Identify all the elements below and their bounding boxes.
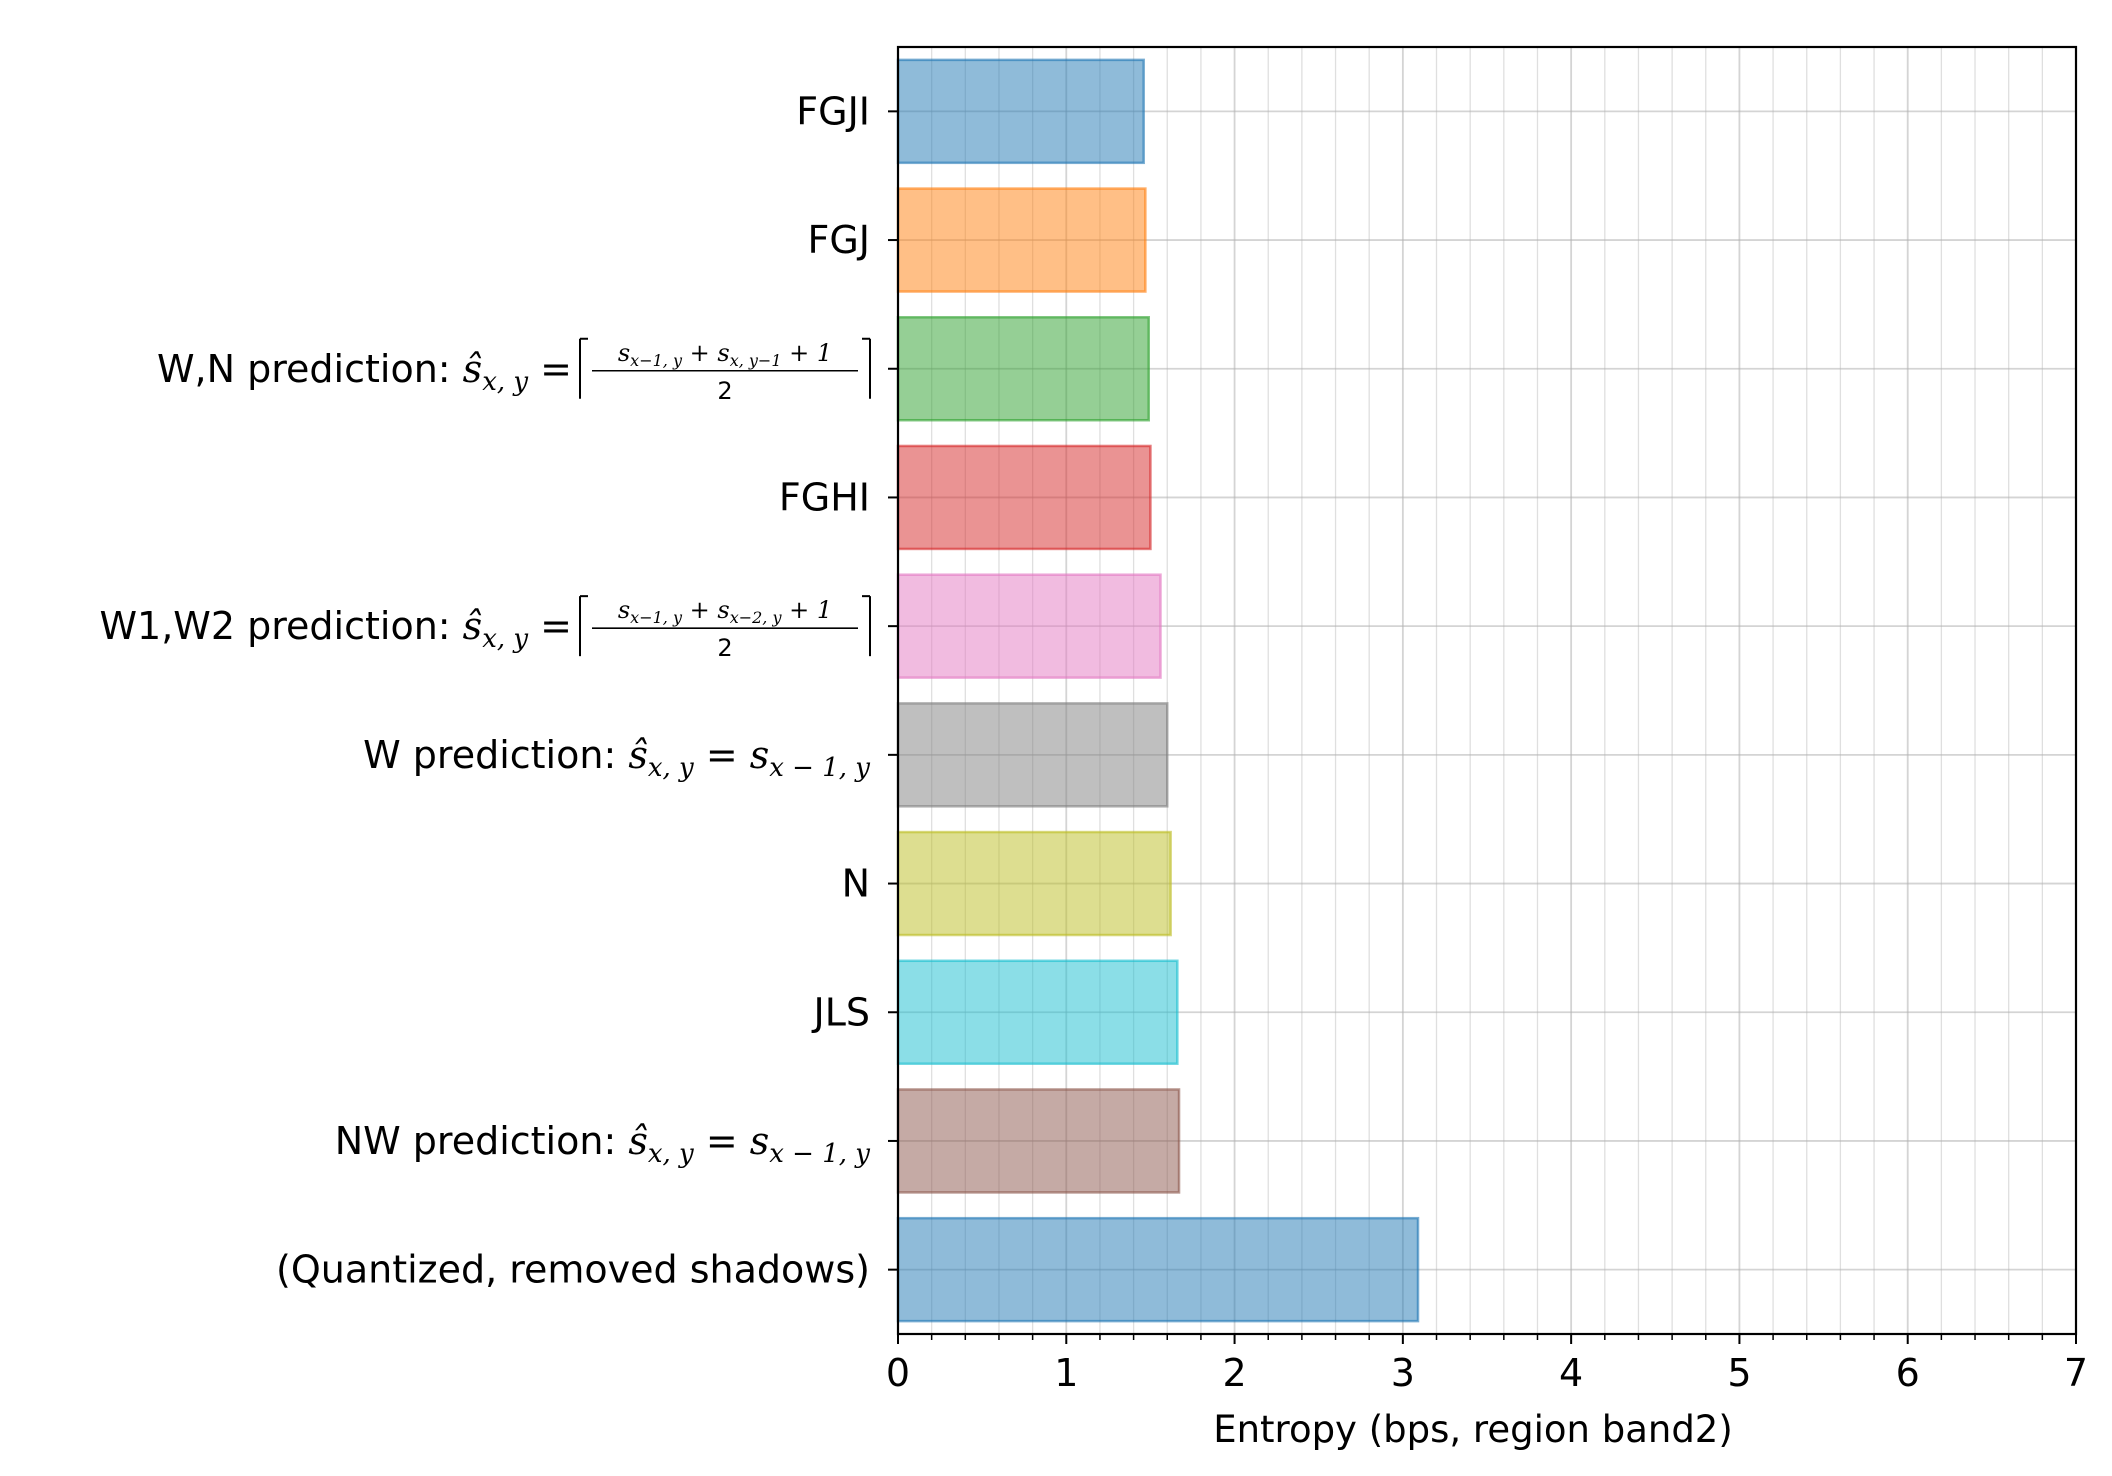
y-tick-label: W prediction: ŝx, y = sx − 1, y: [363, 733, 870, 783]
y-tick-label-math: NW prediction: ŝx, y = sx − 1, y: [335, 1119, 871, 1169]
bar: [896, 959, 1179, 1065]
bar: [896, 316, 1150, 422]
y-tick-label-math: W prediction: ŝx, y = sx − 1, y: [363, 733, 870, 783]
y-tick-label-math: sx−1, y + sx, y−1 + 1 2 W,N prediction: ŝx…: [157, 337, 871, 405]
axes-frame: [896, 45, 2078, 1336]
x-tick-label: 1: [1054, 1351, 1078, 1395]
y-axis: FGJI FGJ sx−1, y + sx, y−1 + 1 2 W,N predict…: [99, 89, 898, 1292]
bar: [896, 830, 1172, 937]
x-tick-label: 0: [886, 1351, 910, 1395]
x-tick-label: 2: [1222, 1351, 1246, 1395]
bar: [896, 58, 1145, 165]
bar: [896, 1216, 1420, 1323]
x-tick-label: 6: [1896, 1351, 1920, 1395]
y-tick-label: W,N prediction: ŝx, y =: [157, 347, 572, 397]
x-axis-title: Entropy (bps, region band2): [1213, 1408, 1733, 1451]
bar: [896, 573, 1162, 679]
x-tick-label: 3: [1391, 1351, 1415, 1395]
y-tick-label: FGHI: [779, 475, 870, 519]
x-tick-label: 7: [2064, 1351, 2088, 1395]
y-tick-label: JLS: [812, 990, 871, 1034]
bars: [896, 58, 1420, 1323]
y-tick-label-math: sx−1, y + sx−2, y + 1 2 W1,W2 prediction: …: [99, 595, 871, 662]
plot-frame: [896, 45, 2078, 1336]
bar: [896, 444, 1152, 551]
fraction-numerator: sx−1, y + sx−2, y + 1: [618, 596, 832, 627]
y-tick-label: FGJ: [807, 218, 870, 262]
x-tick-label: 4: [1559, 1351, 1583, 1395]
x-tick-label: 5: [1727, 1351, 1751, 1395]
bar: [896, 187, 1147, 293]
y-tick-label: NW prediction: ŝx, y = sx − 1, y: [335, 1119, 871, 1169]
bar: [896, 702, 1169, 808]
fraction-denominator: 2: [717, 377, 732, 405]
bar: [896, 1088, 1181, 1194]
y-tick-label: (Quantized, removed shadows): [276, 1248, 870, 1292]
x-axis: 0 1 2 3 4 5 6 7: [886, 1334, 2088, 1395]
y-tick-label: FGJI: [796, 89, 870, 133]
fraction-numerator: sx−1, y + sx, y−1 + 1: [618, 339, 832, 370]
fraction-denominator: 2: [717, 634, 732, 662]
y-tick-label: W1,W2 prediction: ŝx, y =: [99, 604, 572, 654]
y-tick-label: N: [842, 862, 870, 906]
